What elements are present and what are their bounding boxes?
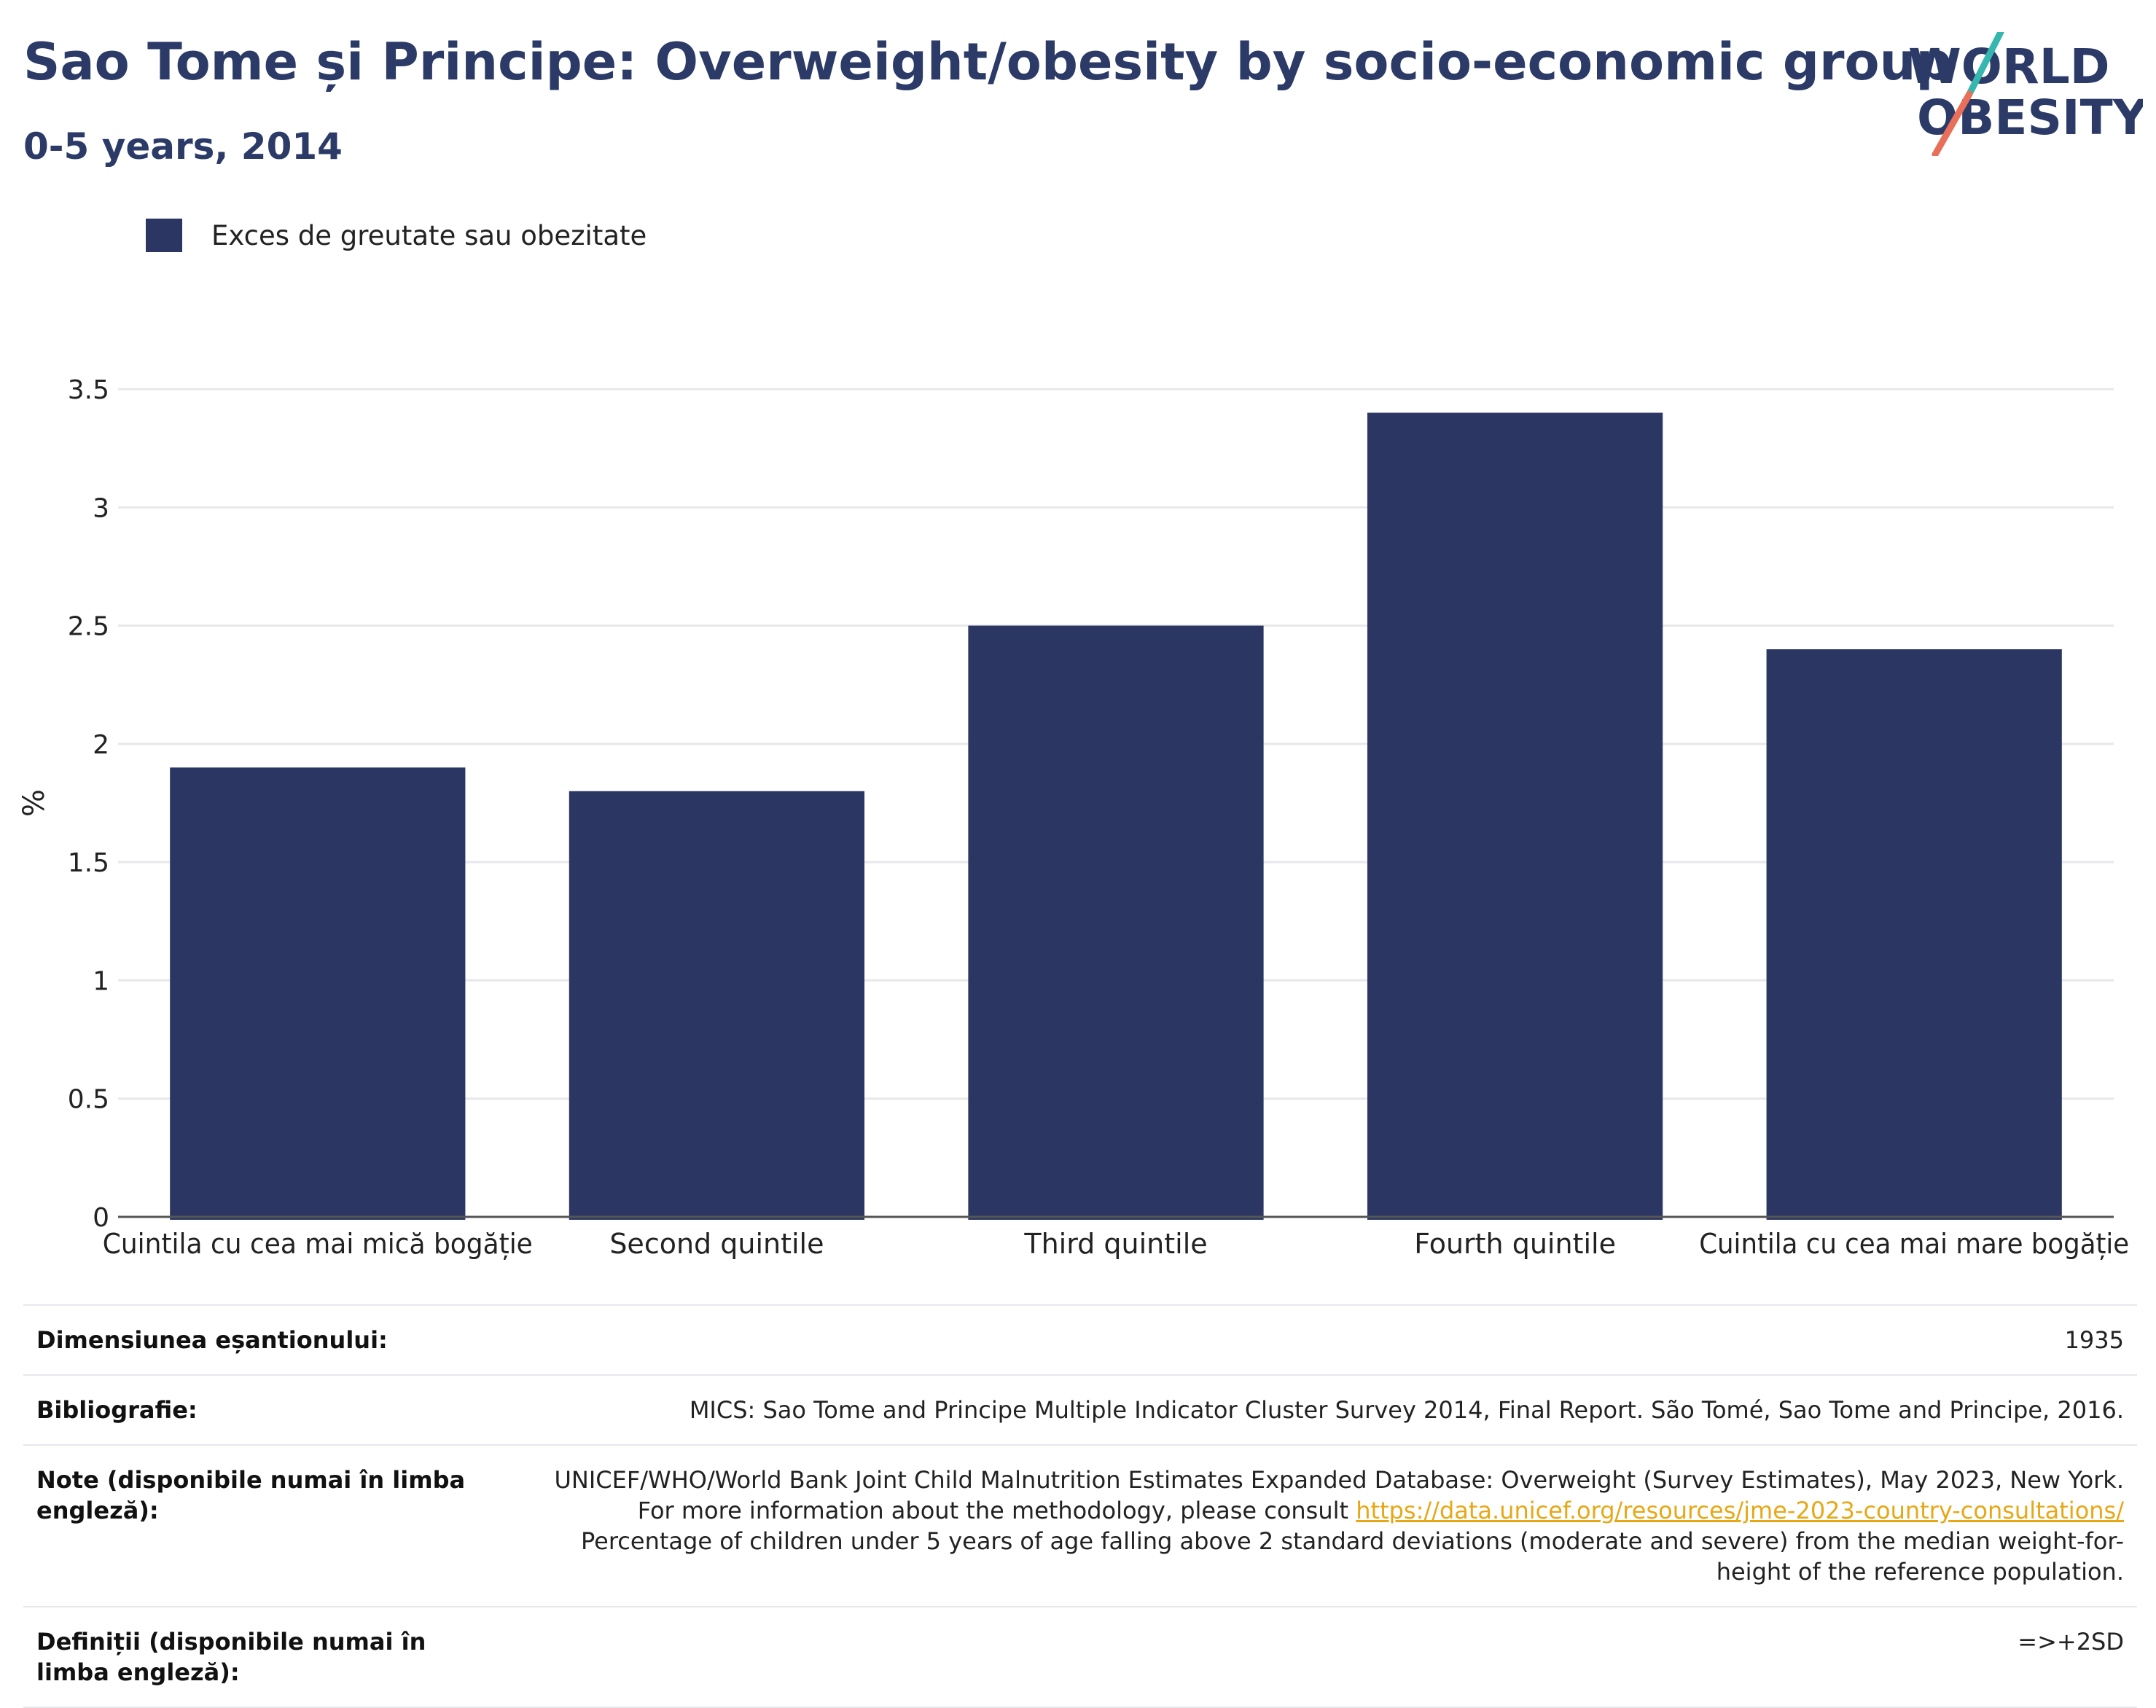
- bibliography-label: Bibliografie:: [23, 1374, 516, 1445]
- y-tick-label: 1.5: [68, 848, 109, 878]
- y-axis-label: %: [17, 789, 51, 817]
- notes-value: UNICEF/WHO/World Bank Joint Child Malnut…: [516, 1444, 2137, 1607]
- bar[interactable]: [1367, 412, 1663, 1220]
- bar[interactable]: [1766, 649, 2062, 1220]
- methodology-link[interactable]: https://data.unicef.org/resources/jme-20…: [1356, 1497, 2124, 1524]
- y-tick-label: 2.5: [68, 612, 109, 642]
- x-tick-label: Cuintila cu cea mai mare bogăție: [1699, 1228, 2129, 1260]
- definitions-value: =>+2SD: [516, 1606, 2137, 1708]
- y-tick-label: 2: [93, 730, 109, 760]
- info-row-sample-size: Dimensiunea eșantionului: 1935: [23, 1304, 2137, 1375]
- y-tick-label: 3.5: [68, 375, 109, 405]
- info-row-definitions: Definiții (disponibile numai în limba en…: [23, 1606, 2137, 1708]
- logo-slash-teal: [1966, 32, 2004, 98]
- y-tick-label: 3: [93, 493, 109, 523]
- bar[interactable]: [968, 625, 1264, 1220]
- chart-legend: Exces de greutate sau obezitate: [146, 219, 647, 252]
- notes-label: Note (disponibile numai în limba engleză…: [23, 1444, 516, 1607]
- legend-label: Exces de greutate sau obezitate: [211, 219, 647, 251]
- chart-title: Sao Tome și Principe: Overweight/obesity…: [23, 32, 1953, 92]
- bar-chart: 0 0.5 1 1.5 2 2.5 3 3.5 Cuintila cu cea mai mic…: [17, 375, 2129, 1260]
- info-table: Dimensiunea eșantionului: 1935 Bibliogra…: [23, 1304, 2137, 1708]
- chart-subtitle: 0-5 years, 2014: [23, 125, 343, 168]
- x-tick-labels: Cuintila cu cea mai mică bogăție Second q…: [103, 1228, 2129, 1260]
- y-tick-labels: 0 0.5 1 1.5 2 2.5 3 3.5: [68, 375, 109, 1233]
- world-obesity-logo: WORLD OBESITY: [1908, 32, 2143, 156]
- legend-swatch: [146, 219, 182, 252]
- x-tick-label: Cuintila cu cea mai mică bogăție: [103, 1228, 533, 1260]
- info-row-notes: Note (disponibile numai în limba engleză…: [23, 1444, 2137, 1607]
- logo-text-world: WORLD: [1908, 39, 2110, 95]
- y-tick-label: 1: [93, 966, 109, 996]
- sample-size-label: Dimensiunea eșantionului:: [23, 1304, 516, 1375]
- x-tick-label: Second quintile: [609, 1228, 824, 1260]
- y-tick-label: 0: [93, 1203, 109, 1233]
- definitions-label: Definiții (disponibile numai în limba en…: [23, 1606, 516, 1708]
- bar[interactable]: [569, 791, 865, 1220]
- y-tick-label: 0.5: [68, 1085, 109, 1115]
- logo-slash-coral: [1932, 90, 1973, 156]
- bibliography-value: MICS: Sao Tome and Principe Multiple Ind…: [516, 1374, 2137, 1445]
- bar[interactable]: [170, 767, 466, 1220]
- notes-text-after: Percentage of children under 5 years of …: [581, 1527, 2124, 1586]
- sample-size-value: 1935: [516, 1304, 2137, 1375]
- x-tick-label: Fourth quintile: [1414, 1228, 1616, 1260]
- x-tick-label: Third quintile: [1023, 1228, 1207, 1260]
- notes-text-before: UNICEF/WHO/World Bank Joint Child Malnut…: [554, 1466, 2125, 1524]
- logo-text-obesity: OBESITY: [1917, 90, 2143, 146]
- bars: [170, 412, 2062, 1220]
- info-row-bibliography: Bibliografie: MICS: Sao Tome and Princip…: [23, 1374, 2137, 1445]
